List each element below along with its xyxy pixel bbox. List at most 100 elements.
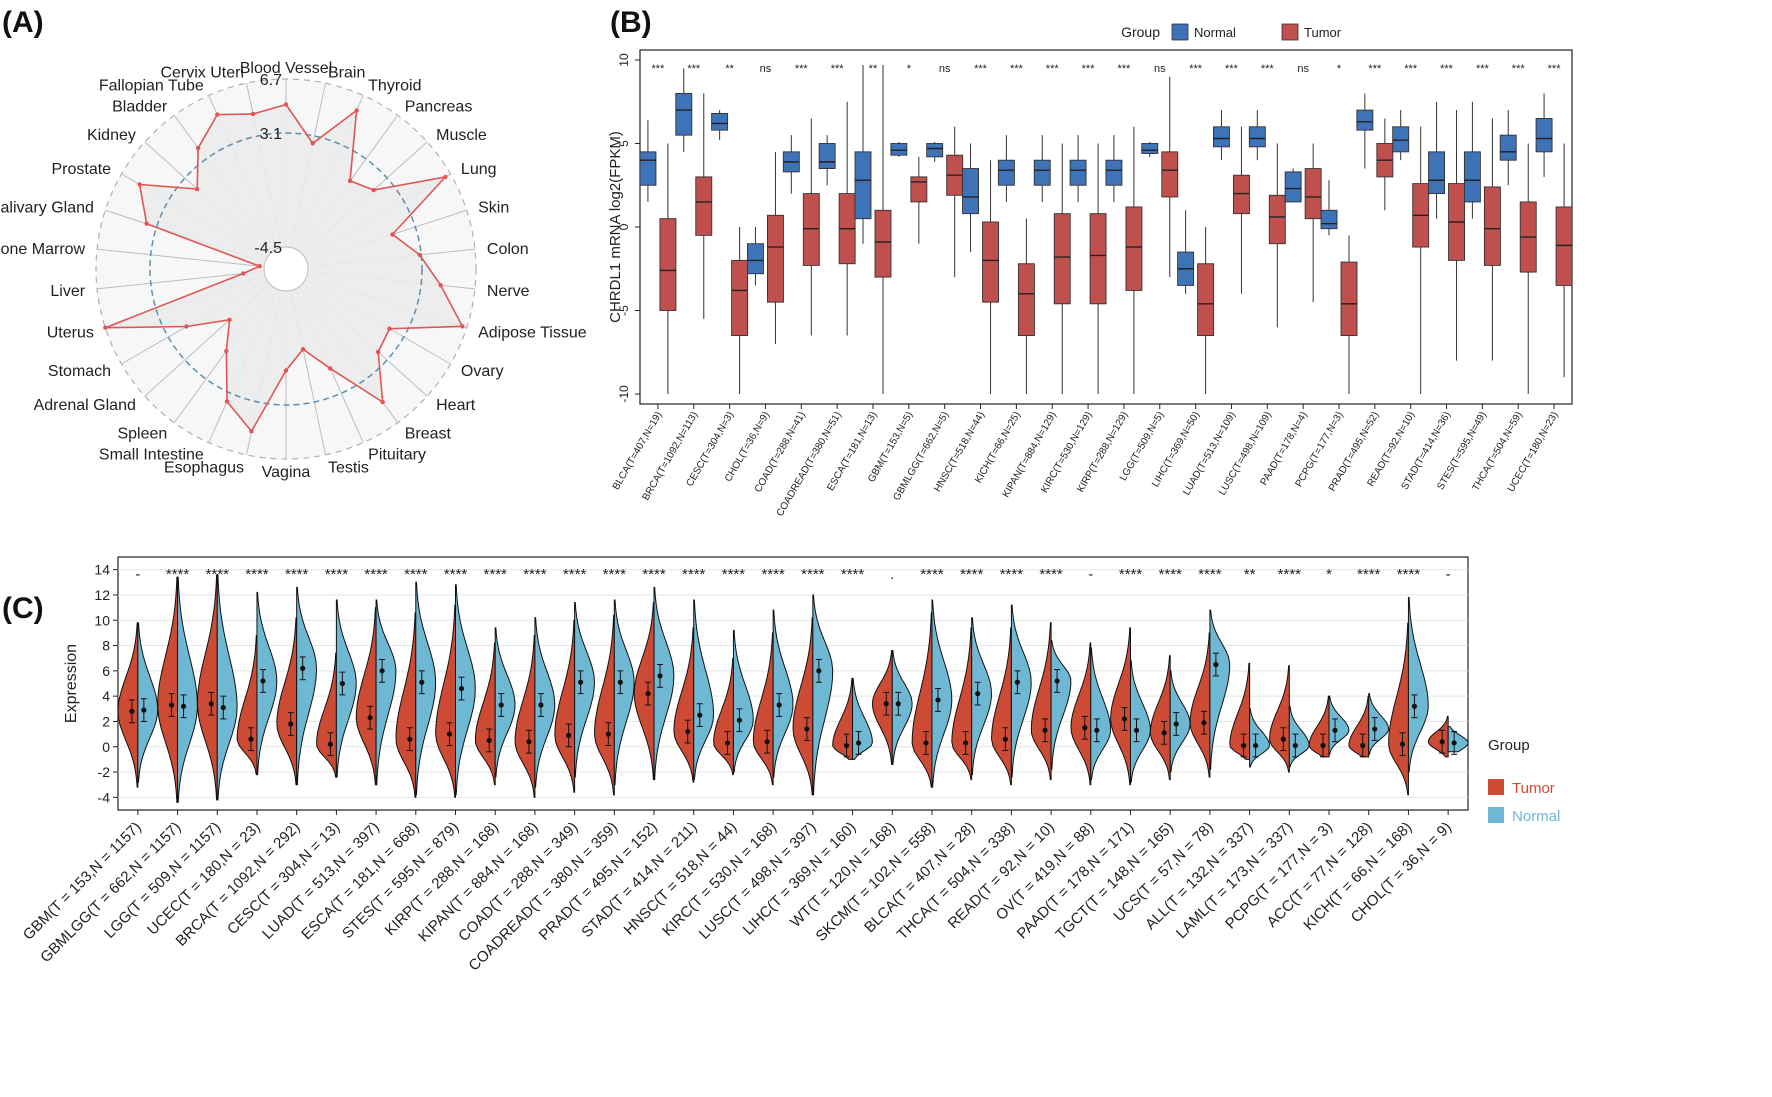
violin-median-point: [1241, 742, 1247, 749]
violin-significance: *: [1326, 566, 1332, 583]
boxplot-box-normal: [1535, 117, 1553, 153]
boxplot-significance: ***: [1189, 63, 1203, 75]
violin-median-point: [1002, 736, 1008, 742]
violin-half-normal: [852, 677, 873, 760]
violin-median-point: [248, 736, 254, 742]
boxplot-box-tumor: [1268, 194, 1286, 245]
boxplot-box-tumor: [1483, 186, 1501, 266]
boxplot-box-normal: [1392, 126, 1410, 153]
radar-category-label: Prostate: [51, 161, 111, 178]
boxplot-box-normal: [1499, 134, 1517, 161]
violin-half-normal: [574, 601, 596, 778]
boxplot-box-normal: [747, 243, 764, 275]
boxplot-box-normal: [854, 151, 872, 220]
violin-median-point: [367, 715, 373, 721]
boxplot-box-normal: [926, 143, 944, 158]
radar-point: [371, 187, 376, 193]
radar-category-label: Small Intestine: [99, 447, 204, 464]
violin-median-point: [657, 673, 663, 679]
violin-half-tumor: [990, 627, 1012, 786]
radar-point: [354, 108, 359, 113]
violin-median-point: [208, 701, 214, 707]
radar-point: [215, 112, 220, 117]
radar-category-label: Bone Marrow: [0, 241, 86, 258]
violin-median-point: [260, 678, 266, 684]
violin-median-point: [617, 679, 623, 685]
boxplot-box-normal: [890, 143, 908, 156]
violin-median-point: [923, 740, 929, 746]
radar-category-label: Colon: [487, 241, 529, 258]
violin-y-tick-label: 2: [102, 713, 110, 729]
violin-half-tumor: [1110, 627, 1131, 786]
boxplot-legend-label: Tumor: [1304, 25, 1342, 40]
radar-category-label: Thyroid: [368, 77, 421, 94]
violin-half-normal: [931, 599, 953, 788]
boxplot-significance: ***: [1010, 63, 1024, 75]
radar-category-label: Uterus: [47, 324, 94, 341]
violin-significance: ****: [404, 566, 428, 583]
violin-half-tumor: [1348, 695, 1370, 758]
radar-point: [283, 102, 289, 107]
radar-point: [300, 347, 306, 352]
boxplot-box-normal: [1213, 126, 1230, 148]
violin-chart: -4 -2 0 2 4 6 8 10 12 14 Expression Group Tumor Norma…: [20, 556, 1560, 974]
violin-median-point: [1014, 679, 1020, 685]
boxplot-box-tumor: [874, 209, 892, 278]
violin-half-tumor: [1149, 655, 1171, 781]
violin-median-point: [446, 731, 453, 737]
violin-significance: ****: [563, 566, 587, 583]
violin-significance: .: [890, 566, 894, 583]
radar-category-label: Spleen: [117, 425, 167, 442]
violin-legend-label: Tumor: [1512, 780, 1555, 797]
violin-median-point: [538, 702, 544, 708]
boxplot-box-tumor: [1197, 263, 1215, 336]
violin-half-tumor: [673, 627, 695, 783]
boxplot-box-normal: [997, 159, 1015, 186]
violin-significance: ****: [1357, 566, 1381, 583]
violin-legend-label: Normal: [1512, 808, 1560, 825]
boxplot-significance: ***: [1548, 63, 1562, 75]
violin-median-point: [379, 668, 385, 674]
radar-category-label: Testis: [328, 460, 369, 477]
violin-half-normal: [1368, 693, 1390, 755]
radar-category-label: Kidney: [87, 127, 136, 144]
violin-median-point: [486, 737, 492, 744]
violin-half-tumor: [1269, 665, 1290, 773]
violin-half-tumor: [554, 619, 576, 793]
violin-median-point: [1292, 742, 1298, 749]
radar-point: [328, 366, 333, 371]
violin-median-point: [685, 728, 691, 735]
boxplot-box-normal: [1105, 159, 1123, 186]
violin-significance: ****: [1039, 566, 1063, 583]
violin-half-tumor: [752, 632, 774, 786]
radar-point: [227, 317, 232, 323]
violin-half-normal: [455, 584, 476, 796]
violin-median-point: [1411, 703, 1418, 709]
radar-point: [438, 283, 443, 288]
violin-half-tumor: [355, 607, 377, 786]
radar-point: [417, 252, 422, 258]
boxplot-box-normal: [1320, 209, 1338, 230]
violin-median-point: [1201, 720, 1207, 726]
violin-y-tick-label: -4: [98, 789, 111, 805]
violin-median-point: [1082, 725, 1088, 731]
boxplot-box-tumor: [1053, 213, 1071, 305]
panel-label-c: (C): [2, 592, 44, 625]
radar-point: [137, 182, 142, 187]
violin-median-point: [288, 721, 294, 727]
radar-point: [241, 271, 246, 276]
boxplot-legend-swatch: [1171, 23, 1189, 41]
violin-median-point: [1094, 727, 1100, 733]
boxplot-significance: ***: [795, 63, 809, 75]
boxplot-significance: ns: [939, 63, 951, 75]
violin-median-point: [843, 742, 850, 749]
boxplot-box-normal: [711, 112, 729, 131]
boxplot-box-normal: [1069, 159, 1087, 186]
violin-median-point: [1133, 727, 1140, 733]
violin-median-point: [168, 702, 175, 708]
violin-half-tumor: [792, 617, 814, 796]
boxplot-box-normal: [1463, 151, 1481, 203]
violin-median-point: [764, 739, 770, 745]
radar-point: [375, 349, 381, 355]
